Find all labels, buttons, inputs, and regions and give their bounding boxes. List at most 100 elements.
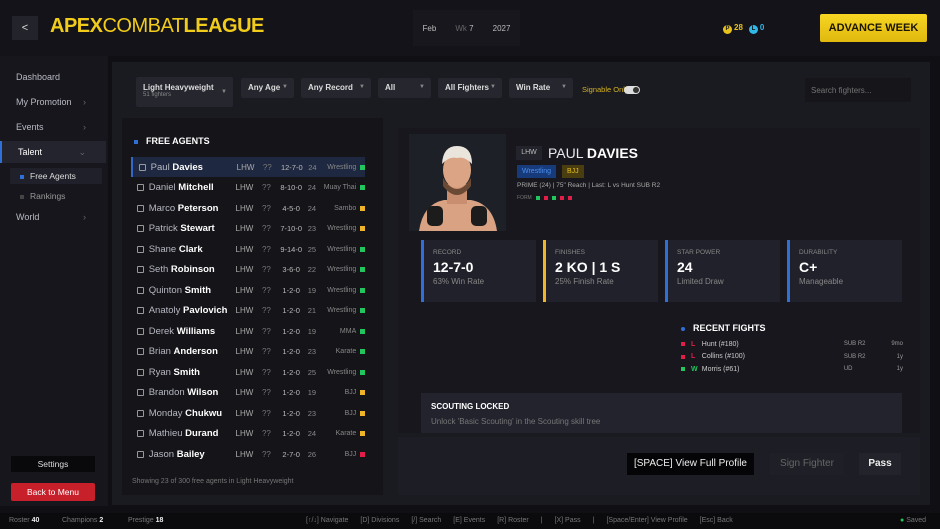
sidebar-subitem-rankings[interactable]: Rankings: [20, 191, 65, 201]
sidebar-item-my-promotion[interactable]: My Promotion ›: [0, 91, 106, 113]
style-tag: Wrestling: [517, 165, 557, 178]
settings-button[interactable]: Settings: [11, 456, 95, 472]
checkbox[interactable]: [137, 225, 144, 232]
weight-class-select[interactable]: Light Heavyweight 51 fighters ▼: [136, 77, 233, 107]
fighter-row[interactable]: Ryan Smith LHW?? 1-2-0 25 Wrestling: [131, 362, 365, 382]
stat-label: STAR POWER: [677, 249, 721, 256]
fighter-wc: LHW: [235, 244, 254, 254]
fighter-row[interactable]: Patrick Stewart LHW?? 7-10-0 23 Wrestling: [131, 219, 365, 239]
fighter-row[interactable]: Jason Bailey LHW?? 2-7-0 26 BJJ: [131, 444, 365, 464]
chevron-down-icon: ▼: [419, 84, 425, 90]
fighter-name: Marco Peterson: [148, 202, 219, 214]
fighter-q: ??: [261, 408, 271, 418]
back-to-menu-button[interactable]: Back to Menu: [11, 483, 95, 501]
bullet-icon: [681, 326, 685, 331]
checkbox[interactable]: [137, 430, 144, 437]
status-dot-icon: [360, 410, 365, 416]
sidebar-item-events[interactable]: Events ›: [0, 116, 106, 138]
sign-fighter-button[interactable]: Sign Fighter: [770, 453, 844, 475]
checkbox[interactable]: [137, 450, 144, 458]
weight-class-badge: LHW: [516, 146, 542, 160]
fighter-name: Shane Clark: [148, 243, 203, 255]
advance-week-button[interactable]: ADVANCE WEEK: [820, 14, 927, 42]
fight-method: UD: [843, 366, 853, 372]
checkbox[interactable]: [137, 327, 144, 335]
status-dot-icon: [360, 349, 365, 354]
checkbox[interactable]: [137, 184, 144, 191]
fight-result: L: [690, 340, 696, 348]
bullet-icon: [20, 194, 24, 199]
checkbox[interactable]: [139, 163, 146, 171]
stat-card: RECORD 12-7-0 63% Win Rate: [421, 240, 536, 302]
search-input[interactable]: [805, 78, 911, 102]
record-select[interactable]: Any Record ▼: [301, 78, 371, 98]
fighter-row[interactable]: Seth Robinson LHW?? 3-6-0 22 Wrestling: [131, 260, 365, 280]
chevron-down-icon: ▼: [221, 89, 227, 95]
all-select[interactable]: All ▼: [378, 78, 431, 98]
fighter-rec: 1-2-0: [282, 285, 300, 295]
checkbox[interactable]: [137, 266, 144, 273]
signable-only-toggle[interactable]: [624, 86, 640, 94]
fighter-row[interactable]: Shane Clark LHW?? 9-14-0 25 Wrestling: [131, 239, 365, 259]
fighter-name: Brandon Wilson: [148, 387, 219, 398]
fighter-style: BJJ: [344, 409, 357, 417]
fighter-name: Brian Anderson: [148, 346, 218, 357]
fighter-row[interactable]: Marco Peterson LHW?? 4-5-0 24 Sambo: [131, 198, 365, 218]
sort-select[interactable]: Win Rate ▼: [509, 78, 573, 98]
status-dot-icon: [360, 390, 365, 395]
fighter-age: 23: [307, 347, 317, 356]
fighter-q: ??: [261, 306, 271, 315]
fighter-style: Wrestling: [327, 368, 357, 376]
fighter-rec: 1-2-0: [282, 408, 300, 418]
checkbox[interactable]: [137, 245, 144, 253]
back-button[interactable]: <: [12, 16, 38, 40]
key-hint: [R] Roster: [497, 517, 529, 524]
fighter-row[interactable]: Derek Williams LHW?? 1-2-0 19 MMA: [131, 321, 365, 341]
sidebar-item-world[interactable]: World ›: [0, 206, 106, 228]
fighter-name: Jason Bailey: [148, 448, 205, 460]
recent-fight-row: W Morris (#61) UD 1y: [681, 363, 903, 375]
fighter-rec: 3-6-0: [282, 265, 300, 274]
fighter-row[interactable]: Monday Chukwu LHW?? 1-2-0 23 BJJ: [131, 403, 365, 423]
fighter-age: 19: [307, 326, 317, 336]
currency-item: P 28: [723, 23, 743, 34]
checkbox[interactable]: [137, 348, 144, 355]
scouting-locked-box: SCOUTING LOCKED Unlock 'Basic Scouting' i…: [421, 393, 902, 433]
checkbox[interactable]: [137, 368, 144, 376]
fighter-row[interactable]: Brian Anderson LHW?? 1-2-0 23 Karate: [131, 342, 365, 362]
fighter-portrait-image: [419, 146, 497, 231]
checkbox[interactable]: [137, 389, 144, 396]
checkbox[interactable]: [137, 409, 144, 417]
fighter-row[interactable]: Anatoly Pavlovich LHW?? 1-2-0 21 Wrestling: [131, 301, 365, 321]
stat-card: DURABILITY C+ Manageable: [787, 240, 902, 302]
checkbox[interactable]: [137, 307, 144, 314]
checkbox[interactable]: [137, 286, 144, 294]
fighter-q: ??: [261, 347, 271, 356]
pass-button[interactable]: Pass: [859, 453, 901, 475]
sidebar-item-dashboard[interactable]: Dashboard: [0, 66, 106, 88]
fighter-row[interactable]: Paul Davies LHW?? 12-7-0 24 Wrestling: [131, 157, 365, 177]
currency-value: 0: [759, 23, 765, 32]
fighters-select[interactable]: All Fighters ▼: [438, 78, 502, 98]
checkbox[interactable]: [137, 204, 144, 212]
label: Rankings: [30, 191, 66, 201]
sidebar-subitem-free-agents[interactable]: Free Agents: [10, 168, 102, 184]
status-dot-icon: [360, 226, 365, 231]
status-dot-icon: [360, 287, 365, 293]
fighter-row[interactable]: Quinton Smith LHW?? 1-2-0 19 Wrestling: [131, 280, 365, 300]
fighter-row[interactable]: Brandon Wilson LHW?? 1-2-0 19 BJJ: [131, 383, 365, 403]
form-indicator: FORM: [517, 195, 572, 201]
fighter-row[interactable]: Mathieu Durand LHW?? 1-2-0 24 Karate: [131, 424, 365, 444]
fighter-row[interactable]: Daniel Mitchell LHW?? 8-10-0 24 Muay Thai: [131, 178, 365, 198]
sidebar-item-talent[interactable]: Talent ⌄: [0, 141, 106, 163]
stat-value: 12-7-0: [433, 259, 474, 275]
status-dot-icon: [360, 246, 365, 252]
value: All Fighters: [445, 83, 490, 92]
stat-label: FINISHES: [555, 249, 585, 256]
logo: APEXCOMBATLEAGUE: [50, 15, 264, 38]
week-label: Wk: [455, 23, 467, 33]
view-full-profile-button[interactable]: [SPACE] View Full Profile: [627, 453, 754, 475]
age-select[interactable]: Any Age ▼: [241, 78, 294, 98]
fighter-q: ??: [261, 183, 271, 192]
